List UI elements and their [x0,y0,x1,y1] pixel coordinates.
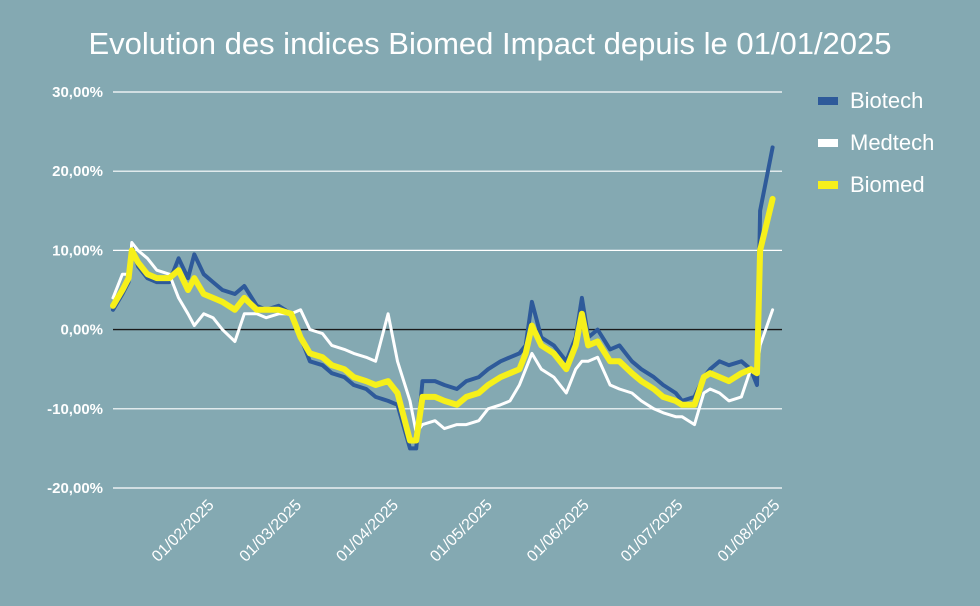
legend-item-medtech: Medtech [818,122,934,164]
series-line-medtech [111,241,775,435]
y-tick-label: 20,00% [52,163,103,180]
x-tick-label: 01/03/2025 [237,497,306,566]
y-tick-label: 0,00% [60,322,103,339]
x-tick-label: 01/05/2025 [427,497,496,566]
series-line-biomed [110,195,776,444]
x-axis-ticks: 01/02/2025 01/03/2025 01/04/2025 01/05/2025… [149,497,784,566]
x-tick-label: 01/08/2025 [715,497,784,566]
y-tick-label: -10,00% [47,401,103,418]
legend-swatch [818,97,838,105]
y-tick-label: 30,00% [52,84,103,101]
legend-item-biomed: Biomed [818,164,934,206]
x-tick-label: 01/07/2025 [618,497,687,566]
chart-title: Evolution des indices Biomed Impact depu… [88,26,892,61]
series-line-biotech [111,145,775,451]
y-axis-ticks: 30,00% 20,00% 10,00% 0,00% -10,00% -20,00% [47,84,103,497]
series-lines [110,145,776,451]
legend-label: Medtech [850,130,935,155]
x-tick-label: 01/02/2025 [149,497,218,566]
y-tick-label: -20,00% [47,480,103,497]
legend-swatch [818,139,838,147]
y-tick-label: 10,00% [52,242,103,259]
x-tick-label: 01/04/2025 [333,497,402,566]
legend-label: Biotech [850,88,924,113]
legend-label: Biomed [850,172,925,197]
legend-item-biotech: Biotech [818,80,934,122]
x-tick-label: 01/06/2025 [524,497,593,566]
legend: Biotech Medtech Biomed [818,80,934,206]
legend-swatch [818,181,838,189]
